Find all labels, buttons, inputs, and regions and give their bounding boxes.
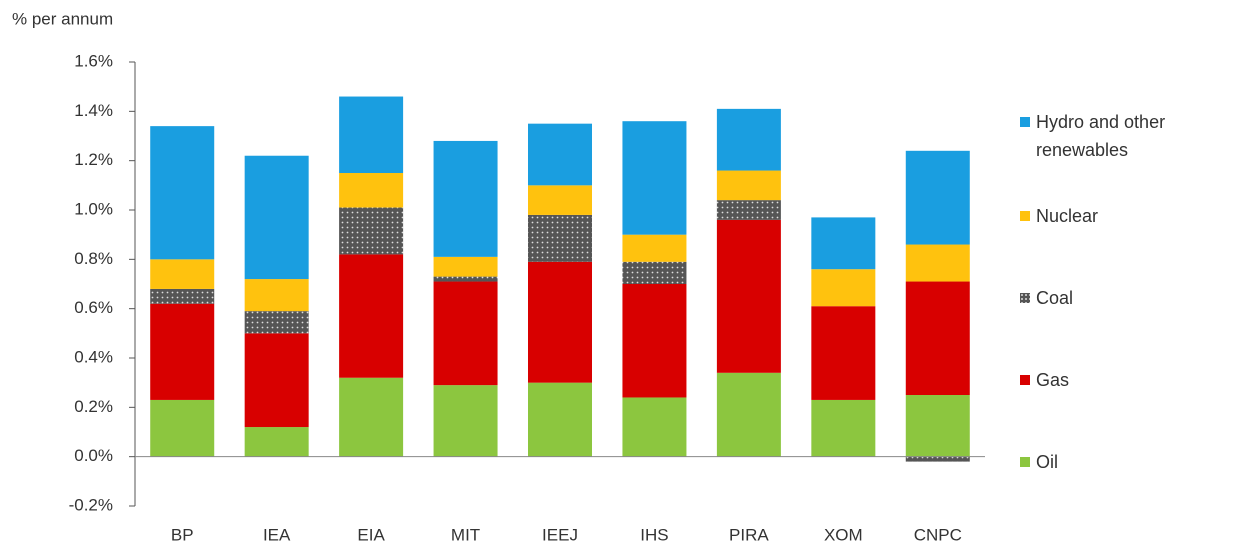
bar-segment [622,284,687,398]
legend-item: Oil [1020,448,1058,476]
bar-segment [339,173,404,208]
y-tick-label: 0.8% [74,249,113,268]
bar-segment [716,372,781,457]
bar-segment [811,306,876,400]
legend-swatch [1020,117,1030,127]
y-tick-label: 1.2% [74,150,113,169]
bar-segment [433,281,498,386]
y-tick-label: 1.6% [74,51,113,70]
bar-segment [244,427,309,457]
bar-segment [150,288,215,304]
bar-segment [622,234,687,262]
x-tick-label: IEEJ [542,525,578,544]
bar-segment [528,214,592,262]
bar-segment [622,121,687,235]
bar-segment [528,123,592,186]
bar-segment [339,377,404,457]
y-tick-label: 0.4% [74,347,113,366]
y-tick-label: 0.0% [74,446,113,465]
legend-label: Oil [1036,452,1058,472]
bar-segment [150,259,215,289]
x-tick-label: BP [171,525,194,544]
bar-segment [244,155,309,280]
legend-item: Hydro and other renewables [1020,108,1235,164]
bar-segment [811,399,876,457]
y-tick-label: 1.0% [74,199,113,218]
bar-segment [339,254,404,378]
bar-segment [716,219,781,373]
legend-item: Nuclear [1020,202,1098,230]
bar-segment [244,333,309,428]
bar-segment [905,244,970,282]
legend-item: Coal [1020,284,1073,312]
bar-segment [528,185,592,215]
bar-segment [811,269,876,307]
legend-swatch [1020,375,1030,385]
bar-segment [716,200,781,220]
x-tick-label: CNPC [914,525,962,544]
bar-segment [905,281,970,395]
bar-segment [244,311,309,334]
bar-segment [339,96,404,173]
y-tick-label: 0.2% [74,397,113,416]
bar-segment [905,150,970,245]
bar-segment [150,303,215,400]
x-tick-label: IHS [640,525,668,544]
bar-segment [433,276,498,282]
bar-segment [622,261,687,284]
x-tick-label: IEA [263,525,291,544]
bar-segment [433,256,498,277]
legend-label: Nuclear [1036,206,1099,226]
y-tick-label: 0.6% [74,298,113,317]
x-tick-label: PIRA [729,525,769,544]
bar-segment [528,261,592,383]
bar-segment [622,397,687,457]
y-tick-label: -0.2% [69,495,113,514]
legend-swatch [1020,211,1030,221]
bar-segment [339,207,404,255]
bar-segment [433,385,498,457]
bar-segment [150,126,215,260]
bar-segment [905,456,970,462]
bar-segment [811,217,876,270]
bar-segment [433,140,498,257]
legend-swatch [1020,293,1030,303]
bar-segment [244,279,309,312]
legend-swatch [1020,457,1030,467]
bar-segment [716,108,781,171]
y-axis-label: % per annum [12,9,113,28]
bar-segment [716,170,781,201]
x-tick-label: EIA [357,525,385,544]
legend-label: Hydro and other renewables [1036,112,1166,160]
x-tick-label: MIT [451,525,480,544]
legend-label: Gas [1036,370,1070,390]
y-tick-label: 1.4% [74,101,113,120]
x-tick-label: XOM [824,525,863,544]
bar-segment [905,395,970,457]
bar-segment [528,382,592,457]
legend-label: Coal [1036,288,1074,308]
legend-item: Gas [1020,366,1069,394]
bar-segment [150,399,215,457]
